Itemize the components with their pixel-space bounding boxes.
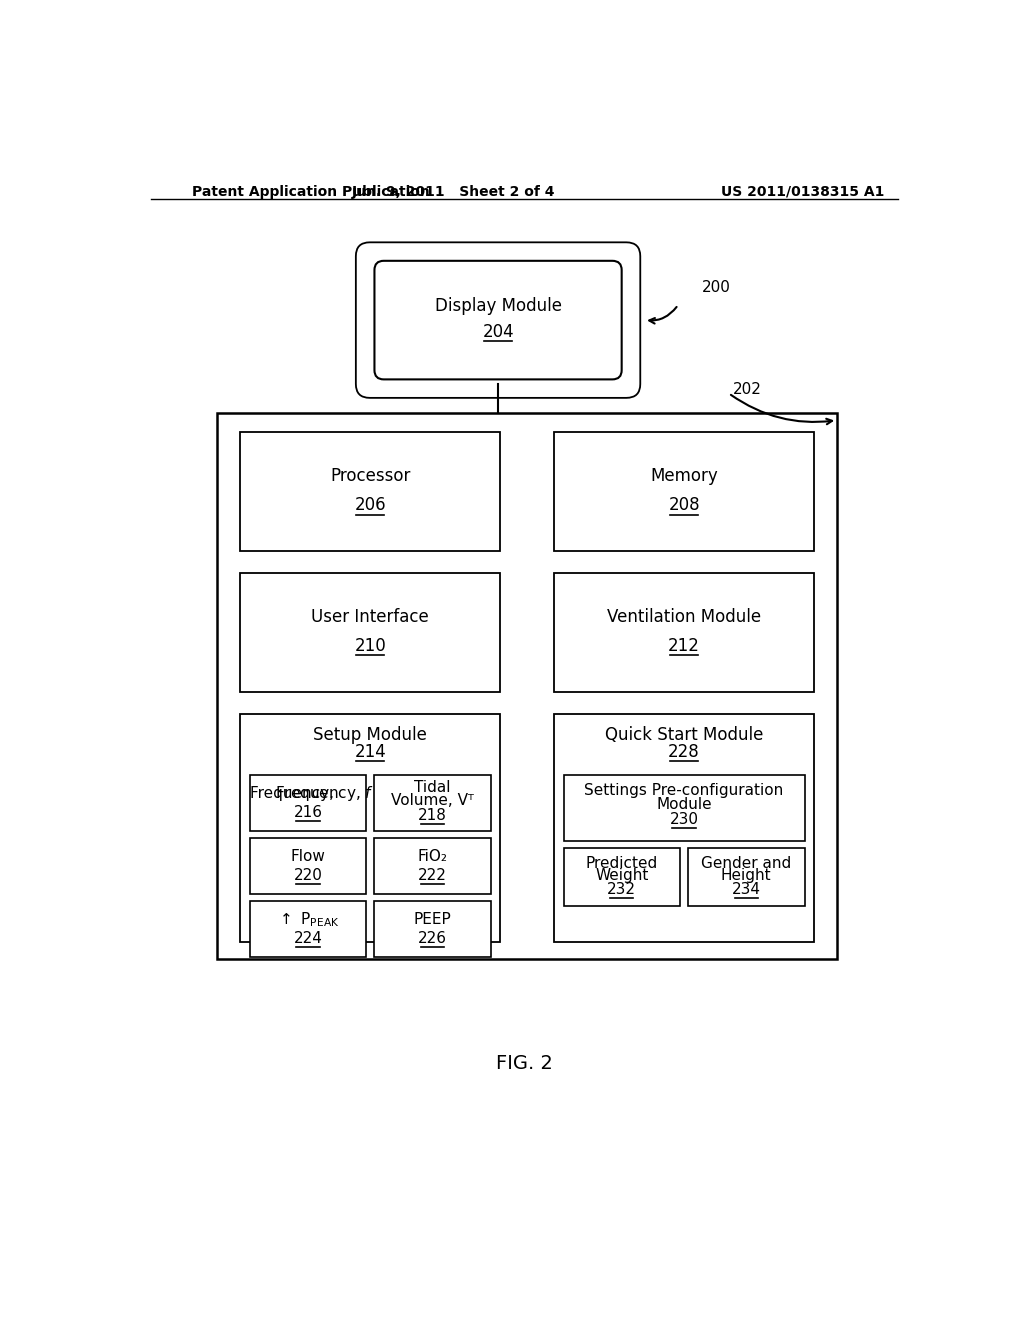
Text: 224: 224 (294, 931, 323, 946)
Text: Setup Module: Setup Module (313, 726, 427, 744)
Text: 232: 232 (607, 882, 636, 898)
Text: 218: 218 (418, 808, 446, 824)
Bar (554, 573, 814, 692)
Text: 208: 208 (669, 496, 699, 515)
Text: Frequency, $f$: Frequency, $f$ (275, 784, 375, 803)
Text: Jun. 9, 2011   Sheet 2 of 4: Jun. 9, 2011 Sheet 2 of 4 (352, 185, 555, 198)
Bar (250, 838, 367, 894)
Text: Tidal: Tidal (414, 780, 451, 795)
Bar (250, 775, 367, 830)
Text: 222: 222 (418, 867, 446, 883)
Bar (688, 849, 805, 906)
Bar (374, 902, 490, 957)
Bar (217, 413, 838, 960)
Bar (374, 838, 490, 894)
Text: $\uparrow$ P$_{\mathrm{PEAK}}$: $\uparrow$ P$_{\mathrm{PEAK}}$ (276, 911, 339, 929)
Text: 230: 230 (670, 812, 698, 826)
Bar (374, 775, 490, 830)
Text: Volume, Vᵀ: Volume, Vᵀ (391, 793, 474, 808)
Bar (241, 714, 500, 942)
Bar (563, 775, 805, 841)
Text: Settings Pre-configuration: Settings Pre-configuration (585, 784, 783, 799)
Text: 204: 204 (482, 322, 514, 341)
Text: 226: 226 (418, 931, 446, 946)
Text: Module: Module (656, 796, 712, 812)
Text: FiO₂: FiO₂ (418, 849, 447, 865)
Text: Processor: Processor (330, 467, 411, 484)
Text: 216: 216 (294, 805, 323, 820)
Text: Weight: Weight (595, 869, 648, 883)
Bar (250, 902, 367, 957)
Text: 202: 202 (732, 381, 762, 397)
Text: FIG. 2: FIG. 2 (497, 1053, 553, 1073)
Text: 228: 228 (669, 743, 700, 762)
FancyBboxPatch shape (375, 261, 622, 379)
Text: US 2011/0138315 A1: US 2011/0138315 A1 (721, 185, 884, 198)
Text: 200: 200 (701, 280, 730, 296)
Bar (241, 573, 500, 692)
Text: User Interface: User Interface (311, 609, 429, 626)
Text: Memory: Memory (650, 467, 718, 484)
Text: 212: 212 (668, 638, 700, 655)
Bar (241, 432, 500, 552)
Text: Ventilation Module: Ventilation Module (607, 609, 761, 626)
Text: Display Module: Display Module (434, 297, 561, 315)
FancyBboxPatch shape (356, 243, 640, 397)
Text: 206: 206 (354, 496, 386, 515)
Text: Flow: Flow (291, 849, 326, 865)
Text: Quick Start Module: Quick Start Module (605, 726, 763, 744)
Text: Frequency,: Frequency, (250, 787, 339, 801)
Text: Height: Height (721, 869, 771, 883)
Text: 234: 234 (732, 882, 761, 898)
Text: Gender and: Gender and (701, 855, 792, 871)
Text: Patent Application Publication: Patent Application Publication (191, 185, 429, 198)
Text: 214: 214 (354, 743, 386, 762)
Text: PEEP: PEEP (414, 912, 452, 928)
Bar (563, 849, 680, 906)
Text: Predicted: Predicted (586, 855, 658, 871)
Bar (554, 432, 814, 552)
Bar (554, 714, 814, 942)
Text: 210: 210 (354, 638, 386, 655)
Text: 220: 220 (294, 867, 323, 883)
